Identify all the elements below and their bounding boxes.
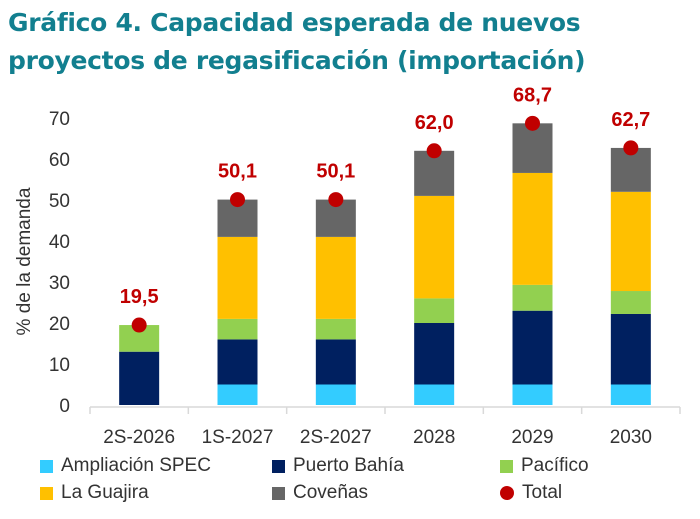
total-data-label: 19,5	[120, 286, 159, 308]
total-data-label: 50,1	[316, 161, 355, 183]
legend-item: Total	[500, 482, 562, 504]
legend-swatch	[272, 459, 285, 473]
legend-label: La Guajira	[61, 482, 149, 503]
x-tick-label: 2029	[511, 427, 553, 448]
bar-segment-puerto-bahía	[512, 310, 553, 385]
bar-segment-la-guajira	[610, 191, 651, 292]
bar-segment-ampliación-spec	[610, 384, 651, 405]
bar-segment-puerto-bahía	[119, 351, 160, 405]
legend-item: Pacífico	[500, 455, 589, 477]
bar-segment-pacífico	[217, 318, 258, 340]
legend-item: Coveñas	[272, 482, 368, 504]
total-data-label: 68,7	[513, 84, 552, 106]
bar-segment-la-guajira	[315, 236, 356, 319]
total-marker	[426, 143, 442, 159]
y-tick-label: 0	[59, 396, 70, 417]
legend-label: Pacífico	[521, 455, 589, 476]
legend-item: Puerto Bahía	[272, 455, 404, 477]
total-data-label: 62,7	[611, 109, 650, 131]
total-data-label: 62,0	[415, 112, 454, 134]
bar-segment-la-guajira	[414, 195, 455, 299]
bar-segment-la-guajira	[512, 172, 553, 285]
total-data-label: 50,1	[218, 161, 257, 183]
legend-swatch	[500, 459, 513, 473]
bar-segment-puerto-bahía	[217, 339, 258, 385]
total-marker	[131, 317, 147, 333]
bar-segment-pacífico	[315, 318, 356, 340]
x-tick-label: 2S-2027	[300, 427, 372, 448]
bar-segment-ampliación-spec	[512, 384, 553, 405]
x-tick-label: 2030	[610, 427, 652, 448]
y-tick-label: 30	[49, 273, 70, 294]
y-tick-label: 20	[49, 314, 70, 335]
bar-segment-ampliación-spec	[217, 384, 258, 405]
legend-label: Ampliación SPEC	[61, 455, 211, 476]
legend-label: Coveñas	[293, 482, 368, 503]
total-marker	[525, 115, 540, 131]
bar-segment-puerto-bahía	[315, 339, 356, 385]
y-tick-label: 10	[49, 355, 70, 376]
x-tick-label: 2S-2026	[103, 427, 175, 448]
legend-item: La Guajira	[40, 482, 149, 504]
y-tick-label: 70	[49, 109, 70, 130]
bar-segment-puerto-bahía	[610, 313, 651, 385]
x-tick-label: 1S-2027	[202, 427, 274, 448]
bar-segment-coveñas	[414, 150, 455, 196]
bar-segment-pacífico	[512, 284, 553, 311]
y-tick-label: 50	[49, 191, 70, 212]
y-axis-label: % de la demanda	[14, 187, 35, 335]
y-tick-label: 60	[49, 150, 70, 171]
bar-segment-puerto-bahía	[414, 323, 455, 385]
total-marker	[328, 192, 344, 208]
bar-segment-la-guajira	[217, 236, 258, 319]
total-marker	[623, 140, 639, 156]
total-marker	[230, 192, 245, 208]
legend-label: Puerto Bahía	[293, 455, 404, 476]
legend-swatch	[500, 486, 514, 500]
bar-segment-coveñas	[512, 123, 553, 173]
bar-segment-ampliación-spec	[315, 384, 356, 405]
legend-swatch	[40, 459, 53, 473]
chart-title: Gráfico 4. Capacidad esperada de nuevos …	[8, 8, 586, 75]
bar-segment-pacífico	[610, 291, 651, 314]
legend-label: Total	[522, 482, 563, 503]
legend-item: Ampliación SPEC	[40, 455, 211, 477]
legend-swatch	[40, 486, 53, 500]
bar-segment-pacífico	[414, 298, 455, 323]
bar-segment-ampliación-spec	[414, 384, 455, 405]
y-tick-label: 40	[49, 232, 70, 253]
x-tick-label: 2028	[413, 427, 455, 448]
legend-swatch	[272, 486, 285, 500]
